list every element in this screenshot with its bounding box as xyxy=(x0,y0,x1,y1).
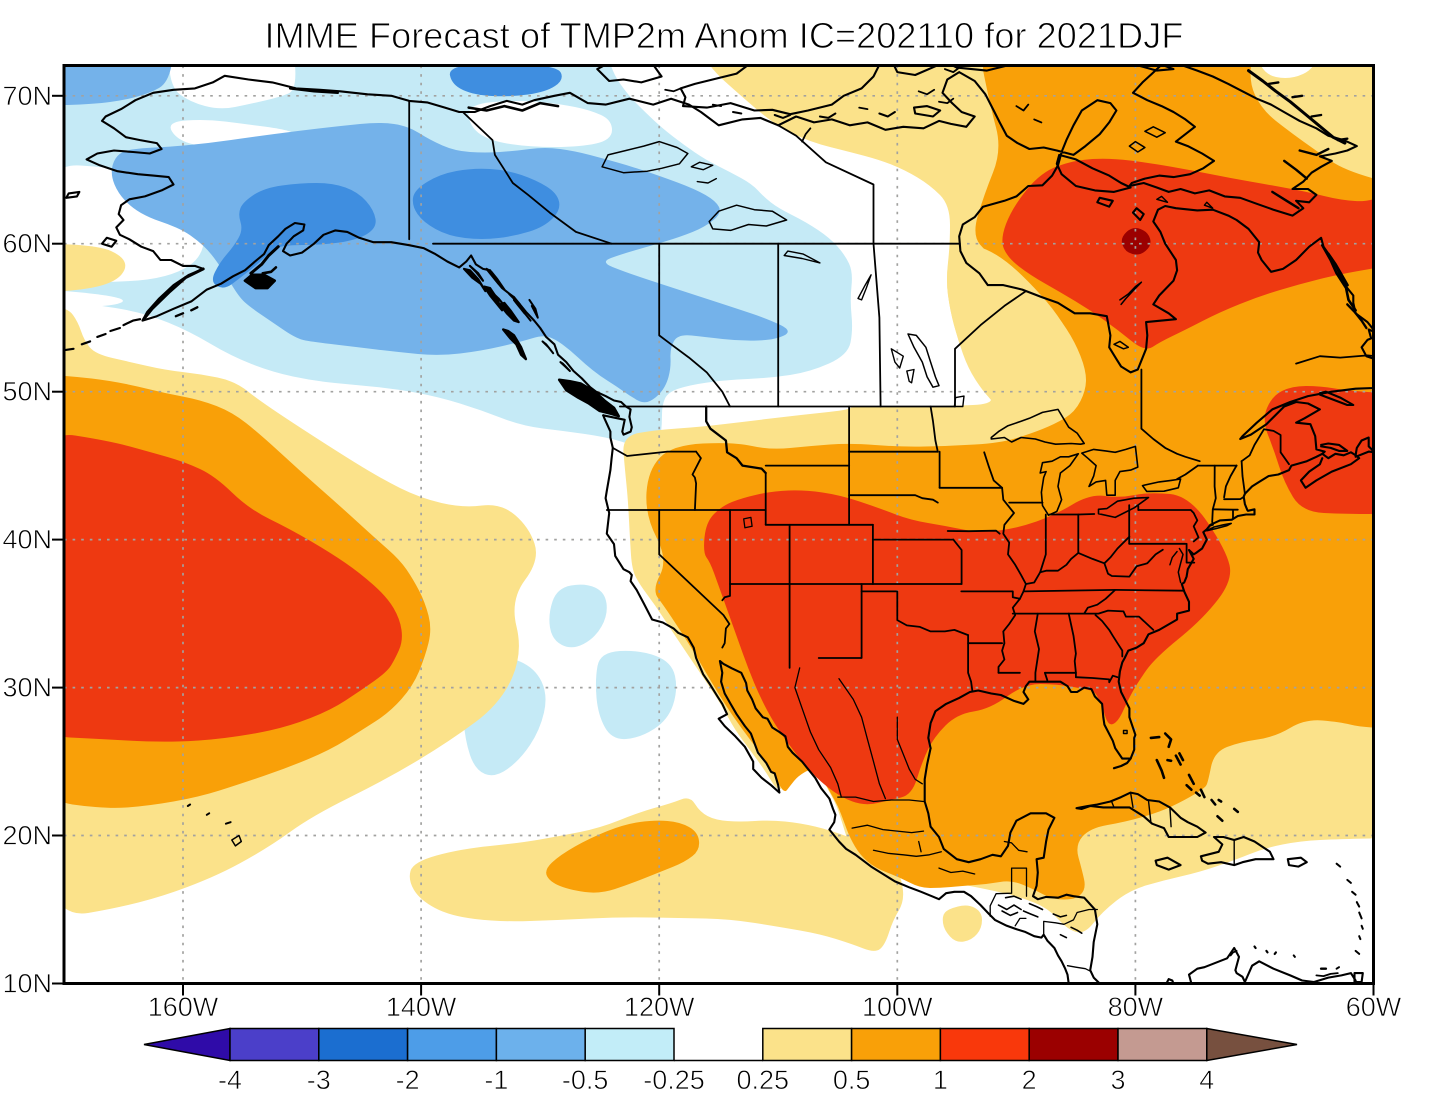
svg-text:120W: 120W xyxy=(624,992,695,1022)
svg-text:IMME Forecast of TMP2m Anom IC: IMME Forecast of TMP2m Anom IC=202110 fo… xyxy=(265,15,1184,56)
svg-text:2: 2 xyxy=(1022,1065,1037,1095)
svg-text:-3: -3 xyxy=(307,1065,331,1095)
svg-text:-1: -1 xyxy=(484,1065,508,1095)
svg-text:100W: 100W xyxy=(862,992,933,1022)
svg-text:60N: 60N xyxy=(2,229,52,259)
svg-text:-0.25: -0.25 xyxy=(643,1065,705,1095)
svg-text:20N: 20N xyxy=(2,821,52,851)
svg-text:4: 4 xyxy=(1199,1065,1214,1095)
svg-text:40N: 40N xyxy=(2,525,52,555)
svg-text:-0.5: -0.5 xyxy=(562,1065,609,1095)
svg-text:10N: 10N xyxy=(2,969,52,999)
svg-text:0.25: 0.25 xyxy=(737,1065,790,1095)
svg-text:0.5: 0.5 xyxy=(833,1065,871,1095)
svg-text:80W: 80W xyxy=(1108,992,1164,1022)
svg-text:70N: 70N xyxy=(2,81,52,111)
svg-text:-2: -2 xyxy=(396,1065,420,1095)
svg-text:30N: 30N xyxy=(2,673,52,703)
svg-text:160W: 160W xyxy=(148,992,219,1022)
svg-text:50N: 50N xyxy=(2,377,52,407)
svg-text:-4: -4 xyxy=(218,1065,242,1095)
svg-text:140W: 140W xyxy=(386,992,457,1022)
svg-text:60W: 60W xyxy=(1346,992,1402,1022)
svg-text:3: 3 xyxy=(1110,1065,1125,1095)
svg-text:1: 1 xyxy=(933,1065,948,1095)
